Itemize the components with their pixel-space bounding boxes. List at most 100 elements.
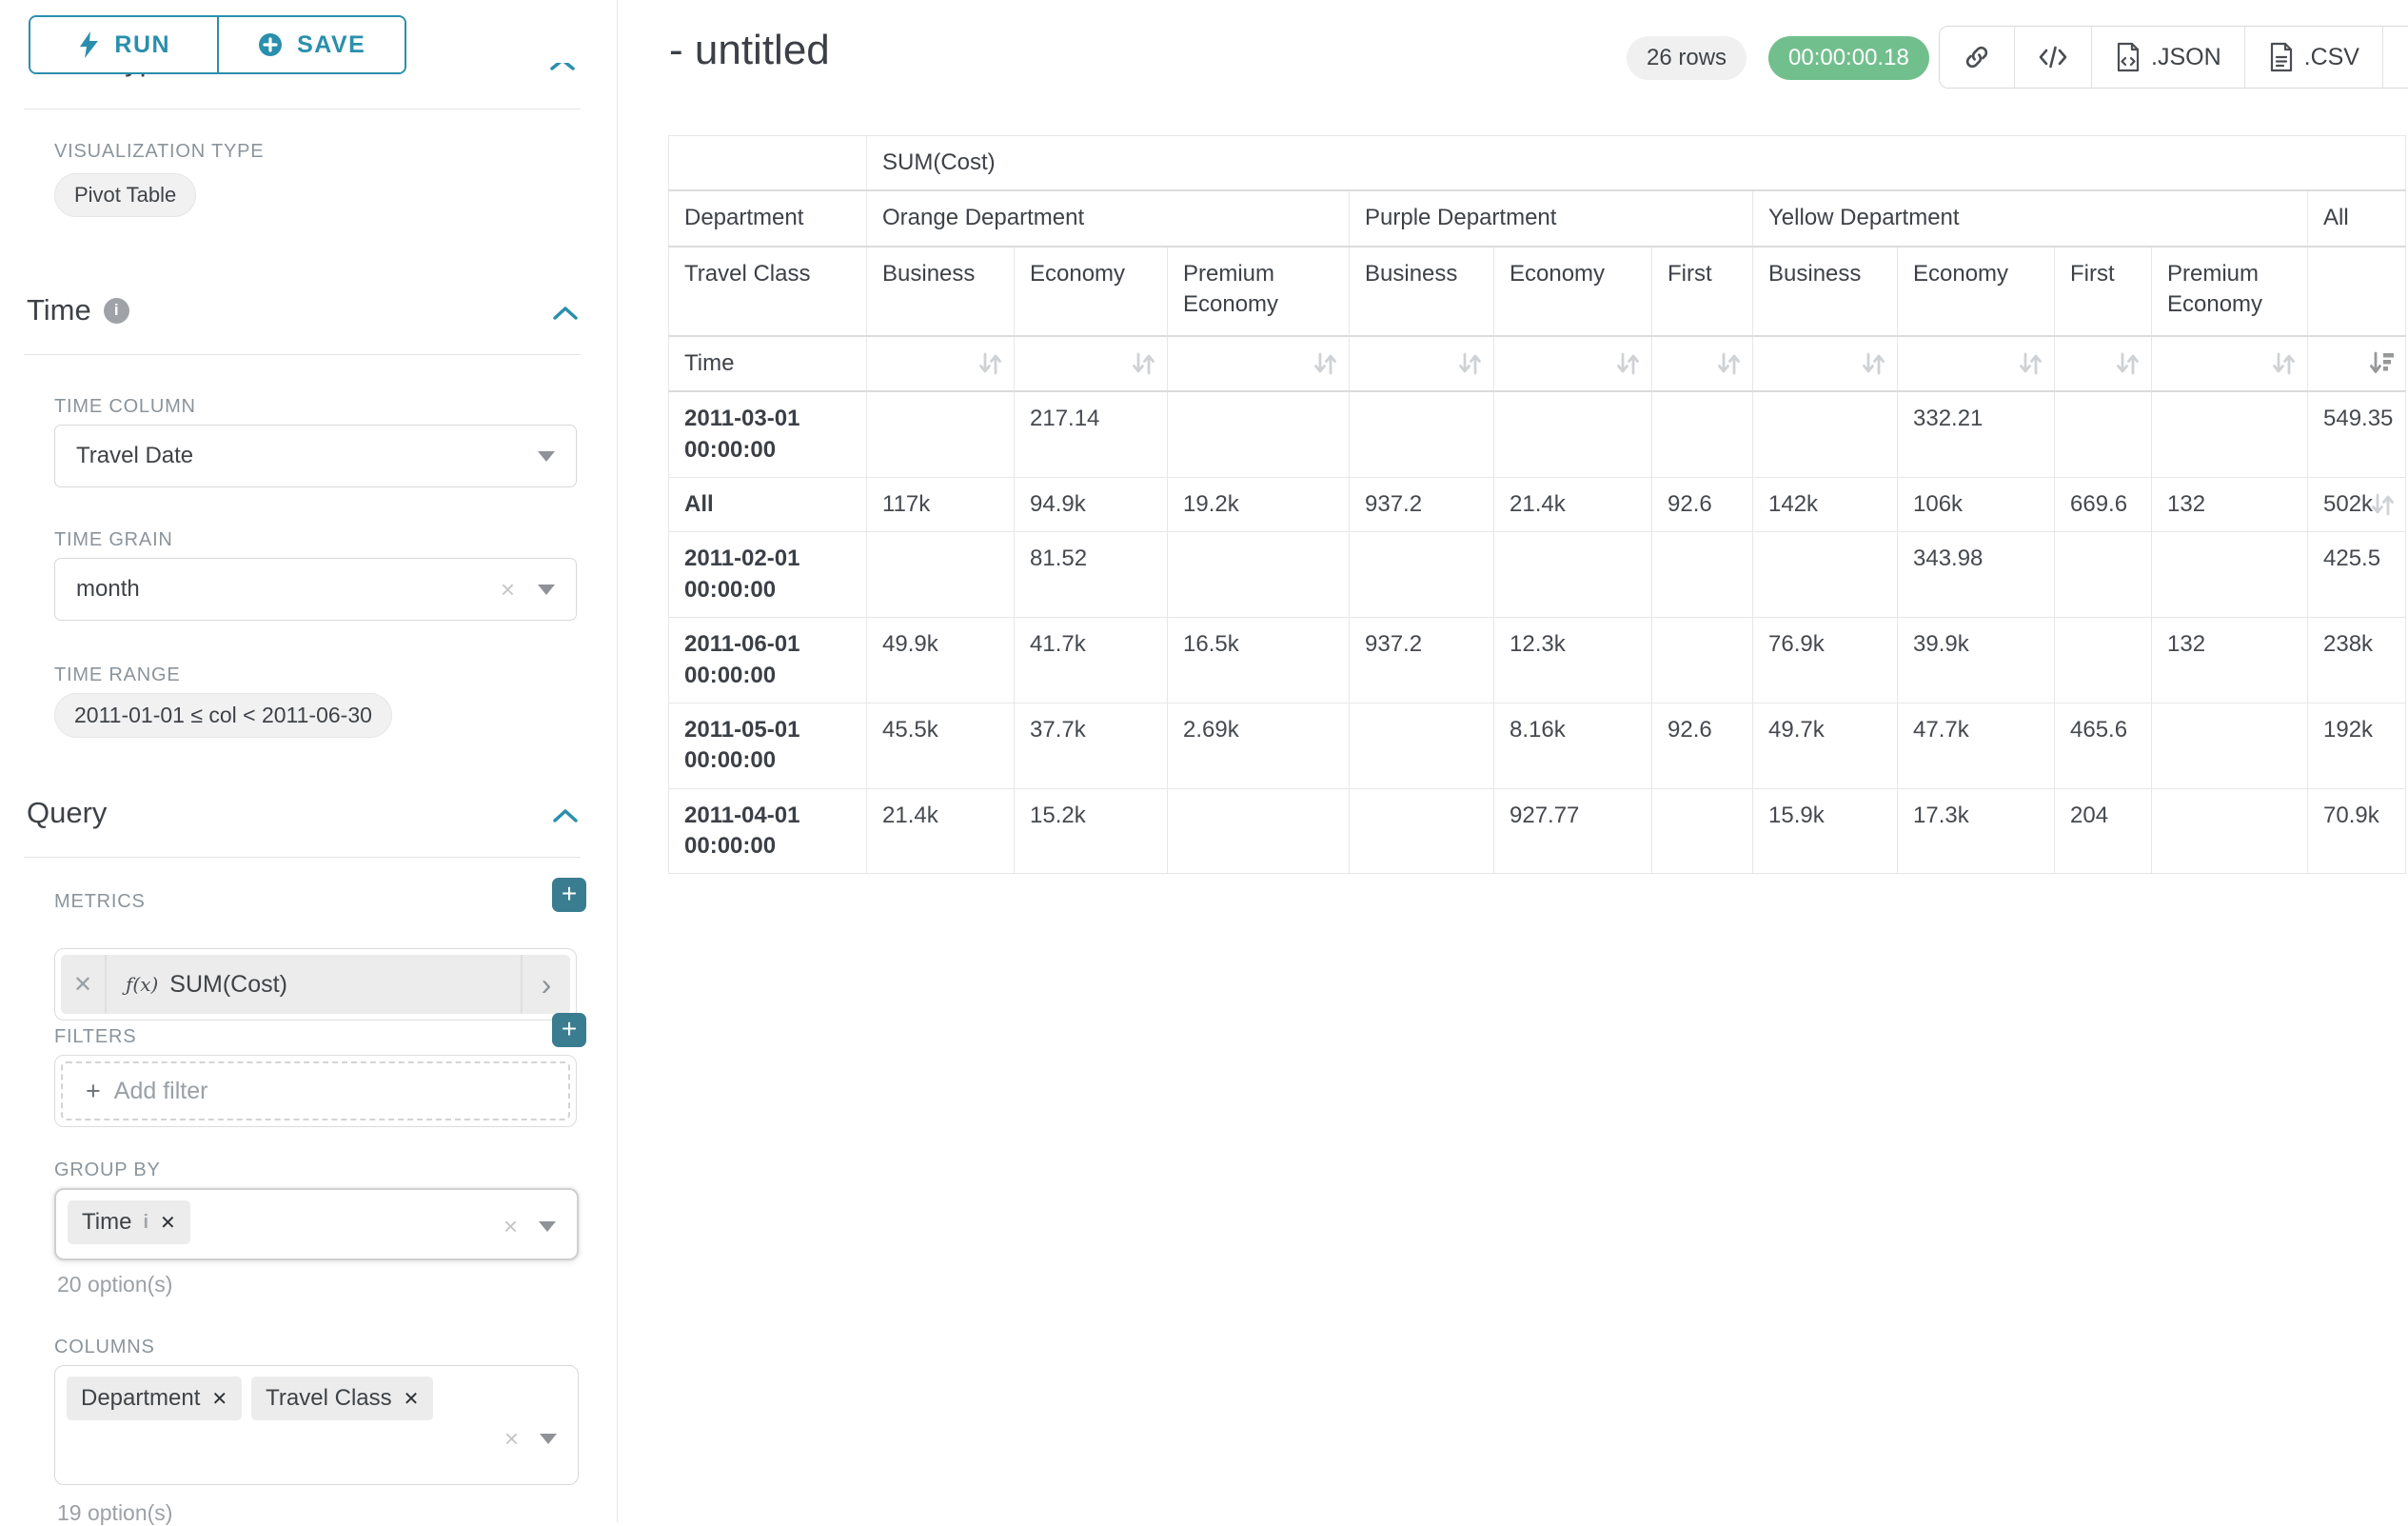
chart-title[interactable]: - untitled [669, 27, 830, 74]
value-cell [1753, 532, 1898, 618]
lightning-bolt-icon [76, 30, 101, 59]
chevron-up-icon [548, 63, 577, 72]
sort-arrows-icon [1714, 349, 1743, 378]
group-by-options-note: 20 option(s) [57, 1272, 172, 1298]
value-cell [1168, 532, 1350, 618]
export-json-button[interactable]: .JSON [2091, 27, 2244, 88]
metrics-box: ✕ ƒ(x) SUM(Cost) › [54, 948, 577, 1021]
department-group-header: Yellow Department [1753, 190, 2308, 246]
columns-label: COLUMNS [54, 1337, 155, 1358]
remove-tag-icon[interactable]: ✕ [211, 1387, 227, 1411]
value-cell: 927.77 [1494, 788, 1652, 874]
metric-header: SUM(Cost) [867, 136, 2406, 191]
columns-tag[interactable]: Travel Class✕ [251, 1377, 433, 1420]
run-button[interactable]: RUN [30, 17, 217, 72]
tag-label: Department [81, 1385, 200, 1412]
value-cell: 2.69k [1168, 703, 1350, 788]
sort-header[interactable] [1652, 336, 1753, 391]
chart-type-collapse-clipped[interactable] [548, 63, 577, 74]
sort-header[interactable] [1494, 336, 1652, 391]
function-icon: ƒ(x) [126, 973, 158, 996]
sort-arrows-icon [1613, 349, 1642, 378]
travel-class-header: Premium Economy [1168, 247, 1350, 336]
travel-class-header: Economy [1015, 247, 1168, 336]
menu-button[interactable] [2382, 27, 2408, 88]
remove-tag-icon[interactable]: ✕ [160, 1211, 176, 1235]
caret-down-icon [538, 451, 555, 462]
time-column-select[interactable]: Travel Date [54, 425, 577, 487]
sort-header[interactable] [1753, 336, 1898, 391]
columns-tags: Department✕Travel Class✕ [55, 1366, 578, 1431]
remove-metric-icon[interactable]: ✕ [61, 955, 107, 1014]
csv-label: .CSV [2304, 44, 2359, 71]
caret-down-icon[interactable] [540, 1434, 557, 1444]
save-button[interactable]: SAVE [217, 17, 405, 72]
add-filter-button[interactable]: + Add filter [61, 1061, 570, 1120]
time-column-value: Travel Date [76, 443, 193, 469]
add-metric-button[interactable]: + [552, 878, 586, 912]
value-cell [2152, 391, 2308, 477]
chevron-right-icon[interactable]: › [521, 955, 570, 1014]
sort-header[interactable] [2152, 336, 2308, 391]
value-cell [1350, 788, 1494, 874]
info-icon: i [104, 298, 129, 324]
chain-link-icon [1963, 43, 1991, 71]
clear-icon[interactable]: × [503, 1214, 518, 1239]
sort-descending-icon [2367, 349, 2396, 378]
value-cell: 238k [2308, 618, 2406, 704]
remove-tag-icon[interactable]: ✕ [404, 1387, 420, 1411]
value-cell: 19.2k [1168, 477, 1350, 531]
sort-arrows-icon [2016, 349, 2044, 378]
columns-select[interactable]: Department✕Travel Class✕ × [54, 1365, 579, 1485]
value-cell [2152, 788, 2308, 874]
time-grain-select[interactable]: month × [54, 558, 577, 621]
value-cell: 15.9k [1753, 788, 1898, 874]
value-cell: 16.5k [1168, 618, 1350, 704]
add-filter-plus-button[interactable]: + [552, 1013, 586, 1047]
value-cell: 45.5k [867, 703, 1015, 788]
metric-name: SUM(Cost) [169, 971, 287, 999]
time-range-pill[interactable]: 2011-01-01 ≤ col < 2011-06-30 [54, 693, 392, 738]
columns-tag[interactable]: Department ✕ [67, 1377, 242, 1420]
row-dim-sort-header[interactable]: Time [669, 336, 867, 391]
sort-header[interactable] [2055, 336, 2152, 391]
sort-header-active[interactable] [2308, 336, 2406, 391]
value-cell: 937.2 [1350, 618, 1494, 704]
travel-class-header: Premium Economy [2152, 247, 2308, 336]
text-file-icon [2268, 42, 2295, 72]
metrics-label: METRICS [54, 891, 146, 913]
value-cell: 76.9k [1753, 618, 1898, 704]
value-cell [1350, 391, 1494, 477]
divider [24, 857, 581, 858]
sort-header[interactable] [1898, 336, 2055, 391]
clear-icon[interactable]: × [504, 1426, 519, 1451]
sort-header[interactable] [1015, 336, 1168, 391]
json-label: .JSON [2151, 44, 2221, 71]
time-section-collapse[interactable] [552, 305, 579, 326]
sort-header[interactable] [1168, 336, 1350, 391]
value-cell: 343.98 [1898, 532, 2055, 618]
row-header: 2011-05-01 00:00:00 [669, 703, 867, 788]
export-csv-button[interactable]: .CSV [2244, 27, 2382, 88]
pivot-corner-cell [669, 136, 867, 191]
clear-icon[interactable]: × [501, 577, 515, 602]
query-section-collapse[interactable] [552, 807, 579, 828]
toolbar-run-save: RUN SAVE [29, 15, 406, 74]
sort-header[interactable] [867, 336, 1015, 391]
visualization-type-pill[interactable]: Pivot Table [54, 173, 196, 217]
embed-code-button[interactable] [2014, 27, 2091, 88]
value-cell: 92.6 [1652, 703, 1753, 788]
caret-down-icon[interactable] [539, 1221, 556, 1232]
value-cell: 142k [1753, 477, 1898, 531]
metric-pill[interactable]: ✕ ƒ(x) SUM(Cost) › [61, 955, 570, 1014]
sort-header[interactable] [1350, 336, 1494, 391]
sort-arrows-icon [976, 349, 1004, 378]
value-cell: 132 [2152, 618, 2308, 704]
control-panel-sidebar: Chart Type RUN SAVE VISUALI [0, 0, 618, 1523]
copy-link-button[interactable] [1940, 27, 2014, 88]
